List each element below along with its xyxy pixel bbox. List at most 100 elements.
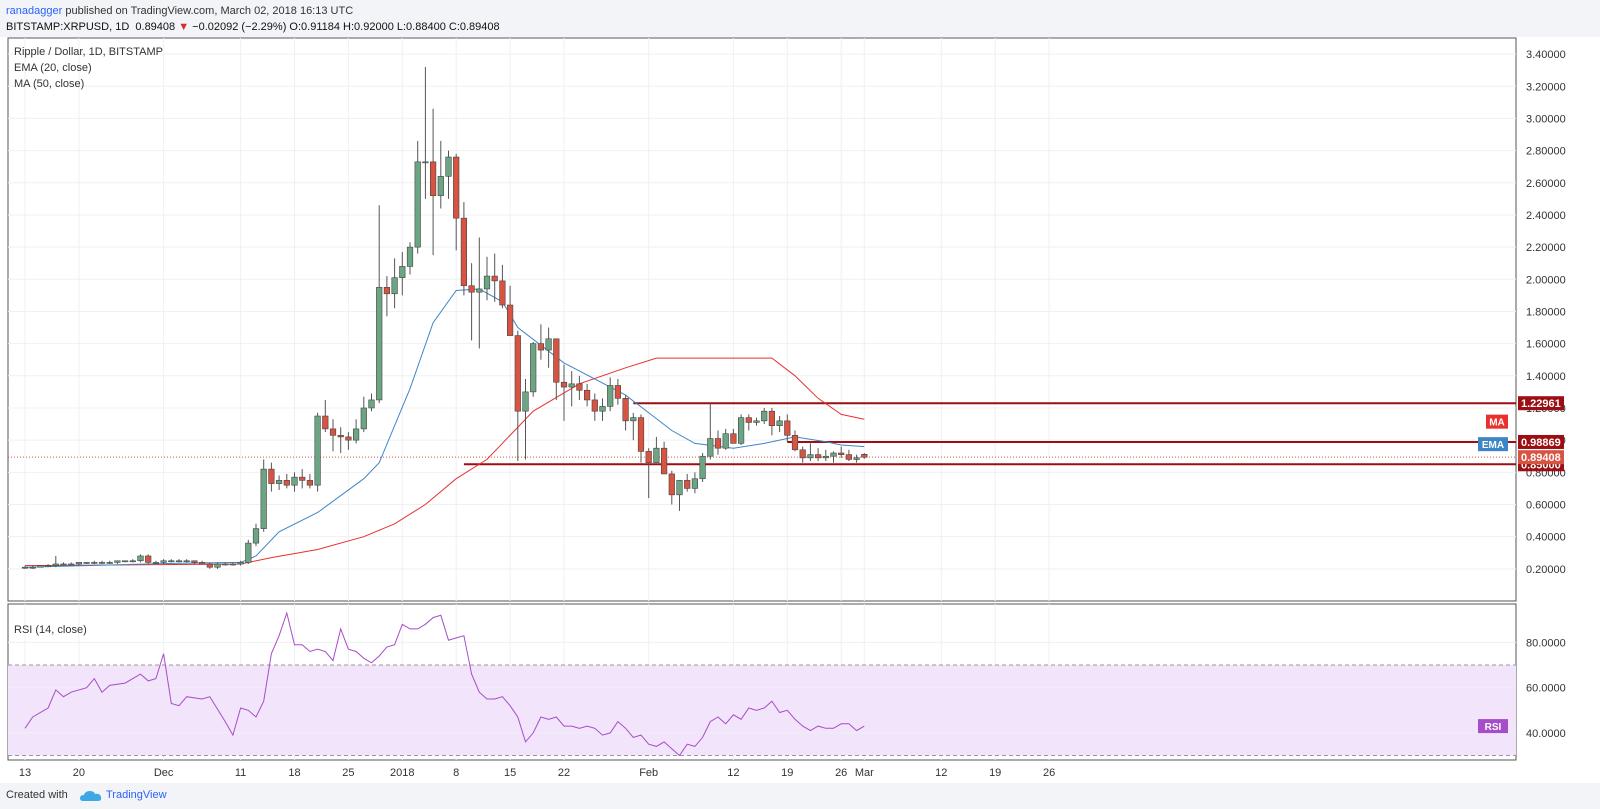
candle-body [37, 565, 44, 568]
candle-body [376, 287, 383, 401]
ohlc-low: L:0.88400 [396, 21, 446, 33]
candle-body [291, 476, 298, 486]
candle-body [414, 161, 421, 248]
candle-body [137, 555, 144, 562]
candle-body [260, 468, 267, 529]
rsi-band [8, 665, 1516, 756]
y-tick-label: 2.00000 [1526, 274, 1566, 286]
legend-ema[interactable]: EMA (20, close) [14, 62, 92, 74]
candle-body [483, 275, 491, 290]
candle-body [214, 563, 221, 568]
candle-body [453, 156, 460, 219]
candle-body [383, 287, 391, 295]
x-tick-label: 26 [835, 767, 847, 779]
ohlc-open: O:0.91184 [289, 21, 340, 33]
candle-body [630, 417, 637, 422]
candle-body [714, 438, 722, 449]
candle-body [791, 435, 799, 451]
candle-body [545, 338, 552, 351]
candle-body [183, 560, 190, 563]
candle-body [591, 399, 598, 412]
candle-body [822, 455, 829, 459]
candle-body [322, 415, 329, 430]
candle-body [422, 161, 429, 164]
candle-body [522, 391, 529, 412]
candle-body [491, 275, 498, 282]
author-link[interactable]: ranadagger [6, 5, 63, 17]
candle-body [653, 447, 660, 463]
candle-body [761, 410, 768, 422]
x-tick-label: 15 [504, 767, 516, 779]
candle-body [229, 563, 237, 566]
candle-body [222, 563, 229, 566]
candle-body [299, 476, 306, 481]
legend-rsi[interactable]: RSI (14, close) [14, 624, 87, 636]
legend-title: Ripple / Dollar, 1D, BITSTAMP [14, 46, 163, 58]
price-pane [7, 37, 1517, 602]
candle-body [52, 563, 59, 566]
y-tick-label: 3.00000 [1526, 113, 1566, 125]
candle-body [168, 560, 175, 563]
candle-body [314, 415, 321, 486]
candle-body [460, 217, 468, 287]
chart-header [0, 0, 1600, 37]
candle-body [391, 277, 398, 295]
candle-body [329, 428, 337, 436]
level-price-tag: 0.98869 [1521, 437, 1561, 449]
ohlc-close: C:0.89408 [448, 21, 500, 33]
y-tick-label: 2.80000 [1526, 146, 1566, 158]
x-tick-label: 12 [727, 767, 739, 779]
candle-body [399, 266, 406, 278]
candle-body [114, 560, 121, 563]
y-tick-label: 3.40000 [1526, 49, 1566, 61]
candle-body [807, 454, 814, 459]
candle-body [676, 480, 683, 496]
candle-body [784, 420, 791, 436]
candle-body [275, 480, 283, 484]
rsi-tick-label: 80.0000 [1526, 637, 1566, 649]
candle-body [514, 335, 521, 412]
candle-body [699, 455, 706, 480]
candle-body [352, 428, 360, 441]
y-tick-label: 2.60000 [1526, 178, 1566, 190]
candle-body [191, 560, 198, 563]
last-price: 0.89408 [135, 21, 176, 33]
x-tick-label: 8 [453, 767, 459, 779]
candle-body [60, 563, 67, 566]
publish-line: ranadagger published on TradingView.com,… [6, 5, 353, 17]
x-tick-label: 25 [342, 767, 354, 779]
candle-body [814, 454, 822, 459]
tradingview-link[interactable]: TradingView [106, 789, 167, 801]
candle-body [845, 454, 852, 460]
candle-body [75, 562, 82, 565]
x-tick-label: 26 [1043, 767, 1055, 779]
y-tick-label: 0.60000 [1526, 499, 1566, 511]
candle-body [560, 381, 568, 388]
legend-ma[interactable]: MA (50, close) [14, 78, 85, 90]
publish-text: published on TradingView.com, March 02, … [62, 5, 354, 17]
candle-body [722, 433, 729, 449]
quote-line: BITSTAMP:XRPUSD, 1D 0.89408 ▼ −0.02092 (… [6, 21, 500, 33]
series-tag-bg [1478, 719, 1508, 734]
y-tick-label: 2.20000 [1526, 242, 1566, 254]
candle-body [506, 304, 514, 336]
candle-body [583, 389, 591, 401]
x-tick-label: 12 [935, 767, 947, 779]
candle-body [622, 398, 629, 422]
candle-body [152, 562, 160, 564]
y-tick-label: 0.40000 [1526, 532, 1566, 544]
x-tick-label: 18 [288, 767, 300, 779]
chart-canvas[interactable]: 13 20 Dec 11 18 25 2018 8 15 22 Feb 12 19 26 Mar 12 19 26… [0, 0, 1600, 783]
candle-body [745, 417, 752, 423]
y-tick-label: 2.40000 [1526, 210, 1566, 222]
series-tag: RSI [1485, 722, 1502, 733]
series-tag-bg [1478, 437, 1508, 452]
candle-body [44, 565, 52, 567]
candle-body [499, 280, 506, 306]
footer: Created with TradingView [0, 783, 1600, 809]
candle-body [437, 176, 444, 196]
candle-body [237, 562, 244, 565]
ohlc-high: H:0.92000 [343, 21, 394, 33]
y-tick-label: 1.40000 [1526, 371, 1566, 383]
x-tick-label: 20 [73, 767, 85, 779]
